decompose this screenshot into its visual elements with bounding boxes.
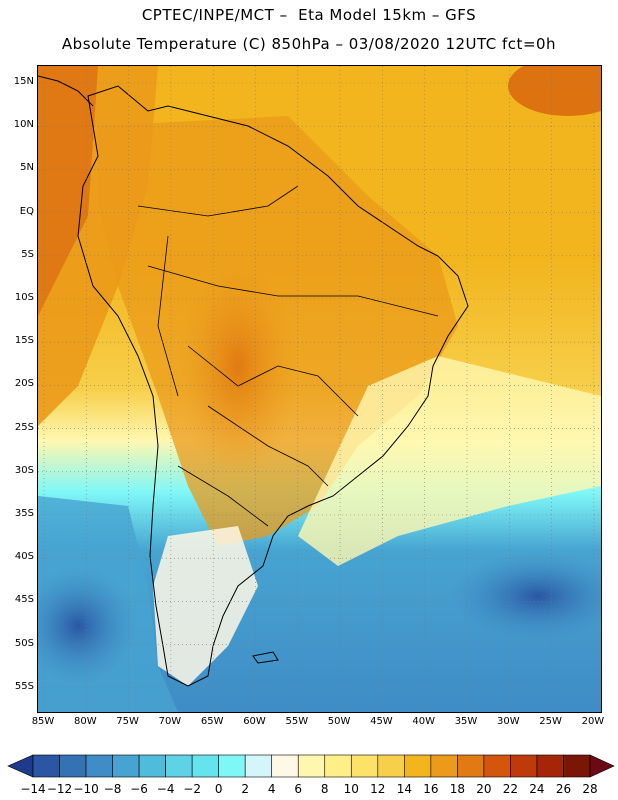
colorbar-swatch — [165, 754, 193, 778]
longitude-label: 60W — [243, 716, 266, 727]
colorbar-tick-label: 12 — [370, 782, 386, 796]
longitude-label: 40W — [412, 716, 435, 727]
border-line — [187, 345, 359, 417]
latitude-label: 45S — [14, 594, 34, 606]
central-america-coastline — [38, 75, 94, 107]
longitude-label: 70W — [158, 716, 182, 727]
latitude-label: 10N — [13, 119, 34, 131]
colorbar-tick-label: 8 — [320, 782, 329, 796]
colorbar-arrow-high — [589, 754, 615, 778]
colorbar-tick-label: 24 — [529, 782, 545, 796]
colorbar-tick-label: −14 — [20, 782, 46, 796]
colorbar-swatch — [404, 754, 432, 778]
colorbar-tick-label: 28 — [582, 782, 598, 796]
colorbar-tick-label: −4 — [156, 782, 175, 796]
colorbar-swatch — [483, 754, 511, 778]
longitude-label: 50W — [327, 716, 351, 727]
colorbar-tick-label: 14 — [396, 782, 412, 796]
latitude-label: 15N — [13, 76, 34, 87]
longitude-label: 45W — [370, 716, 393, 727]
colorbar-swatch — [563, 754, 591, 778]
border-line — [157, 235, 179, 397]
longitude-label: 35W — [454, 716, 478, 727]
falkland-islands — [252, 651, 279, 664]
cold-core-atlantic — [448, 551, 601, 641]
map-subtitle: Absolute Temperature (C) 850hPa – 03/08/… — [61, 35, 557, 53]
latitude-label: 40S — [14, 551, 34, 563]
colorbar-swatch — [377, 754, 405, 778]
colorbar-tick-label: 6 — [294, 782, 303, 796]
longitude-label: 30W — [496, 716, 520, 727]
colorbar-swatch — [218, 754, 246, 778]
colorbar-swatch — [350, 754, 379, 778]
latitude-label: 55S — [14, 680, 34, 692]
colorbar-swatch — [85, 754, 113, 778]
colorbar-tick-label: 0 — [214, 782, 223, 796]
colorbar-tick-label: −2 — [183, 782, 201, 796]
latitude-label: 5N — [20, 162, 34, 174]
colorbar-tick-label: 16 — [423, 782, 439, 796]
colorbar-arrow-low — [7, 754, 34, 778]
mild-band-atlantic — [298, 356, 601, 566]
map-canvas — [38, 66, 601, 712]
latitude-label: 15S — [14, 335, 34, 347]
colorbar-tick-label: −10 — [73, 782, 99, 796]
cold-core-pacific — [38, 566, 138, 686]
colorbar-swatch — [32, 754, 60, 778]
longitude-label: 80W — [73, 716, 97, 727]
border-line — [137, 185, 299, 217]
colorbar-swatch — [510, 754, 538, 778]
warm-core-chaco — [178, 256, 298, 476]
colorbar-tick-label: 26 — [555, 782, 572, 796]
colorbar-swatch — [271, 754, 299, 778]
temperature-map — [37, 65, 602, 713]
colorbar-tick-label: 22 — [502, 782, 519, 796]
colorbar-swatch — [297, 754, 326, 778]
warm-core-west — [38, 66, 98, 316]
colorbar-swatch — [430, 754, 458, 778]
colorbar-tick-label: 20 — [476, 782, 492, 796]
longitude-label: 65W — [200, 716, 224, 727]
warm-core-northeast — [508, 66, 601, 116]
latitude-label: 20S — [14, 378, 34, 390]
colorbar-swatch — [112, 754, 140, 778]
longitude-label: 75W — [116, 716, 139, 727]
latitude-label: 25S — [14, 421, 34, 433]
latitude-label: 30S — [14, 464, 34, 476]
colorbar-tick-label: 4 — [267, 782, 276, 796]
colorbar-swatch — [324, 754, 352, 778]
colorbar-swatch — [457, 754, 485, 778]
colorbar-swatch — [59, 754, 87, 778]
colorbar-tick-label: −6 — [130, 782, 148, 796]
latitude-label: 5S — [21, 248, 34, 260]
longitude-label: 25W — [539, 716, 562, 727]
longitude-label: 55W — [285, 716, 309, 727]
map-title: CPTEC/INPE/MCT – Eta Model 15km – GFS — [141, 6, 477, 24]
latitude-label: 10S — [14, 292, 34, 303]
colorbar-tick-label: 2 — [241, 782, 250, 796]
colorbar-tick-label: 18 — [449, 782, 466, 796]
colorbar-swatch — [536, 754, 564, 778]
colorbar-swatch — [244, 754, 273, 778]
mild-region-patagonia — [153, 526, 258, 686]
colorbar — [7, 754, 615, 778]
latitude-label: 35S — [14, 508, 34, 519]
colorbar-tick-label: 10 — [343, 782, 359, 796]
border-line — [147, 265, 439, 317]
border-line — [177, 465, 269, 527]
colorbar-swatch — [138, 754, 166, 778]
colorbar-tick-label: −8 — [103, 782, 122, 796]
longitude-label: 85W — [31, 716, 55, 727]
colorbar-tick-label: −12 — [46, 782, 73, 796]
longitude-label: 20W — [581, 716, 605, 727]
colorbar-swatch — [191, 754, 219, 778]
latitude-label: 50S — [14, 637, 34, 649]
latitude-label: EQ — [19, 205, 34, 217]
border-line — [207, 405, 329, 487]
